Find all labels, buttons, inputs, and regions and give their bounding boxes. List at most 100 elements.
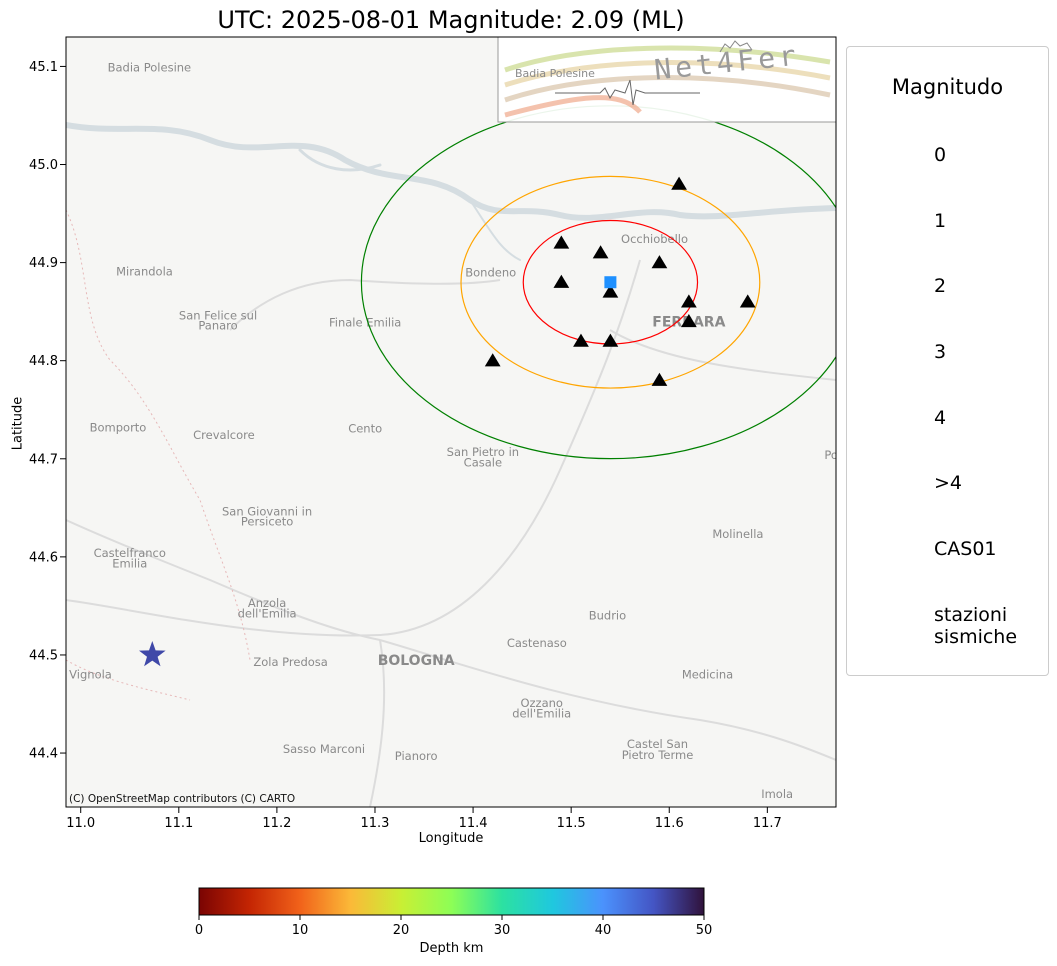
- place-label: San Pietro in: [447, 445, 519, 459]
- colorbar-tick-label: 20: [393, 923, 410, 938]
- station-marker[interactable]: [651, 372, 668, 386]
- roads: [66, 259, 836, 807]
- x-tick-label: 11.2: [262, 816, 291, 831]
- place-label: San Giovanni in: [222, 505, 312, 519]
- legend-item-label: stazioni sismiche: [934, 604, 1018, 648]
- colorbar-tick-label: 10: [292, 923, 309, 938]
- province-borders: [66, 209, 251, 701]
- station-marker[interactable]: [739, 294, 756, 308]
- place-label: Pianoro: [395, 749, 438, 763]
- colorbar-tick-label: 50: [696, 923, 713, 938]
- place-label: Finale Emilia: [329, 315, 401, 329]
- colorbar-tick-label: 0: [195, 923, 203, 938]
- y-tick-label: 45.1: [29, 60, 58, 75]
- legend-title: Magnitudo: [891, 75, 1004, 99]
- colorbar-label: Depth km: [419, 941, 484, 956]
- distance-circle: [460, 175, 761, 389]
- place-label: Budrio: [589, 609, 626, 623]
- place-label: Pietro Terme: [622, 748, 694, 762]
- station-marker[interactable]: [553, 274, 570, 288]
- logo-subtext: Badia Polesine: [515, 67, 595, 80]
- place-label: Molinella: [712, 527, 763, 541]
- y-tick-label: 44.7: [29, 452, 58, 467]
- river-po: [66, 122, 836, 261]
- x-tick-label: 11.7: [753, 816, 782, 831]
- colorbar-tick-label: 30: [494, 923, 511, 938]
- place-label: BOLOGNA: [378, 653, 455, 669]
- place-label: Imola: [761, 787, 793, 801]
- place-label: Po: [824, 448, 838, 462]
- x-tick-label: 11.4: [459, 816, 488, 831]
- place-label: Bomporto: [90, 420, 147, 434]
- x-axis-label: Longitude: [418, 831, 484, 846]
- place-label: Castenaso: [507, 636, 567, 650]
- place-label: Casale: [464, 456, 502, 470]
- place-label: dell'Emilia: [512, 707, 571, 721]
- x-tick-label: 11.5: [557, 816, 586, 831]
- station-marker[interactable]: [484, 353, 501, 367]
- station-marker[interactable]: [680, 313, 697, 328]
- station-marker[interactable]: [573, 333, 589, 347]
- map-attribution: (C) OpenStreetMap contributors (C) CARTO: [69, 793, 296, 805]
- colorbar: 0 10 20 30 40 50: [195, 887, 712, 938]
- station-marker[interactable]: [602, 333, 619, 347]
- y-tick-label: 44.6: [29, 550, 58, 565]
- place-label: San Felice sul: [179, 308, 257, 322]
- place-label: Zola Predosa: [253, 655, 327, 669]
- place-label: Sasso Marconi: [283, 742, 365, 756]
- y-tick-label: 45.0: [29, 158, 58, 173]
- map-background: [66, 37, 836, 807]
- seismic-stations: [484, 176, 756, 386]
- station-marker[interactable]: [553, 235, 570, 249]
- colorbar-gradient: [198, 887, 705, 916]
- place-label: Crevalcore: [193, 428, 255, 442]
- place-label: Emilia: [112, 557, 147, 571]
- legend-item-label: 1: [934, 210, 947, 232]
- place-label: Castel San: [627, 737, 688, 751]
- y-axis-label: Latitude: [10, 396, 26, 451]
- site-marker[interactable]: [604, 276, 617, 289]
- map-frame: [65, 36, 837, 808]
- station-marker[interactable]: [592, 245, 609, 259]
- place-label: dell'Emilia: [238, 607, 297, 621]
- x-tick-label: 11.1: [164, 816, 193, 831]
- place-label: Mirandola: [116, 264, 173, 278]
- station-marker[interactable]: [671, 176, 687, 190]
- place-label: Vignola: [69, 668, 112, 682]
- place-label: Cento: [348, 421, 382, 435]
- legend-item-label: 3: [934, 341, 947, 363]
- legend-item-label: >4: [934, 472, 963, 494]
- y-tick-label: 44.9: [29, 256, 58, 271]
- colorbar-ticks: 0 10 20 30 40 50: [195, 915, 712, 938]
- x-axis-ticks: 11.0 11.1 11.2 11.3 11.4 11.5 11.6 11.7: [66, 807, 782, 831]
- y-tick-label: 44.8: [29, 354, 58, 369]
- x-tick-label: 11.6: [655, 816, 684, 831]
- net4fer-logo: Net4Fer Badia Polesine: [497, 37, 836, 123]
- legend-item-label: CAS01: [934, 538, 997, 560]
- epicenter-marker-layer: [139, 641, 166, 667]
- legend-item-label: 4: [934, 407, 947, 429]
- y-tick-label: 44.4: [29, 747, 58, 762]
- x-tick-label: 11.3: [361, 816, 390, 831]
- place-label: Bondeno: [465, 265, 516, 279]
- station-marker[interactable]: [602, 284, 619, 298]
- epicenter-star[interactable]: [139, 641, 166, 667]
- legend-item-label: 0: [934, 144, 947, 166]
- place-label: Medicina: [682, 668, 733, 682]
- place-label: Anzola: [248, 596, 286, 610]
- place-label: Panaro: [198, 318, 237, 332]
- site-marker-layer: [604, 276, 617, 289]
- place-label: Badia Polesine: [108, 60, 192, 74]
- colorbar-tick-label: 40: [595, 923, 612, 938]
- station-marker[interactable]: [680, 294, 697, 308]
- station-marker[interactable]: [651, 255, 668, 269]
- y-tick-label: 44.5: [29, 648, 58, 663]
- place-label: Ozzano: [520, 696, 563, 710]
- legend-item-label: 2: [934, 275, 947, 297]
- legend: Magnitudo 0 1 2 3 4 >4 CAS01 stazioni sismiche: [846, 46, 1049, 676]
- chart-title: UTC: 2025-08-01 Magnitude: 2.09 (ML): [217, 6, 685, 34]
- x-tick-label: 11.0: [66, 816, 95, 831]
- place-label: Occhiobello: [621, 232, 688, 246]
